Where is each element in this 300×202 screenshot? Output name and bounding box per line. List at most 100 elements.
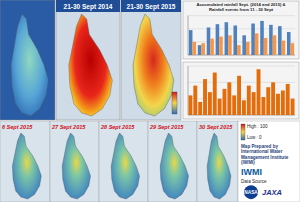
bar (260, 21, 264, 55)
credits: High : 100 Low : 0 Map Prepared byInternat… (238, 121, 300, 202)
data-source: Data Source (241, 179, 267, 184)
infographic: 21-30 Sept 2014 21-30 Sept 2015 Accumulate… (0, 0, 300, 202)
bar (237, 76, 241, 115)
daily-map-panel: 29 Sept 2015 (148, 121, 197, 202)
daily-label: 30 Sept 2015 (199, 124, 233, 130)
bar (251, 24, 255, 55)
text-line: Management Institute (241, 155, 289, 160)
bar (287, 32, 291, 55)
chart-background (183, 1, 299, 59)
bar (281, 91, 285, 116)
map-label: 21-30 Sept 2014 (64, 3, 113, 11)
legend-low: Low : 0 (247, 135, 262, 140)
grid-line (188, 66, 295, 67)
bar (257, 69, 261, 115)
bar (201, 43, 205, 55)
prepared-by: Map Prepared byInternational WaterManage… (241, 144, 289, 165)
bar (237, 45, 241, 55)
bar (242, 100, 246, 115)
chart (183, 62, 299, 119)
map-label: 21-30 Sept 2015 (127, 3, 176, 11)
daily-label: 27 Sept 2015 (51, 124, 86, 130)
daily-label: 28 Sept 2015 (100, 124, 135, 130)
label-band (56, 0, 120, 12)
map-background (148, 121, 197, 202)
map-panel: 21-30 Sept 2014 (56, 0, 120, 120)
daily-map-panel: 6 Sept 2015 (0, 121, 50, 202)
map-background (121, 0, 181, 120)
bar (246, 42, 250, 55)
jaxa-logo: JAXA (262, 188, 282, 197)
bar (247, 86, 251, 115)
bar (192, 42, 196, 55)
bar (269, 25, 273, 55)
legend-swatch (241, 124, 245, 140)
daily-map-panel: 30 Sept 2015 (197, 121, 238, 202)
bar (252, 92, 256, 115)
bar (210, 39, 214, 55)
text-line: International Water (241, 149, 283, 154)
bar (228, 35, 232, 55)
nasa-logo-disc (244, 185, 258, 199)
map-background (50, 121, 99, 202)
bar (232, 95, 236, 115)
text-line: Map Prepared by (241, 144, 278, 149)
daily-map-panel: 28 Sept 2015 (99, 121, 148, 202)
map-background (0, 0, 55, 120)
bar (203, 79, 207, 115)
bars (189, 21, 294, 55)
map-panel (0, 0, 55, 120)
bar (264, 38, 268, 55)
island-map (207, 133, 231, 199)
bar (266, 87, 270, 115)
label-band (121, 0, 181, 12)
map-background (197, 121, 238, 202)
bar (198, 102, 202, 115)
bar (208, 92, 212, 115)
bar (188, 95, 192, 115)
bar (291, 43, 295, 55)
bar (233, 25, 237, 55)
island-map (133, 14, 174, 116)
island-map (62, 133, 90, 199)
bar (213, 73, 217, 115)
y-axis (188, 66, 189, 115)
y-axis (188, 16, 189, 55)
bar (193, 86, 197, 115)
legend-high: High : 100 (247, 124, 268, 129)
island-map (160, 133, 188, 199)
daily-label: 29 Sept 2015 (149, 124, 184, 130)
island-map (69, 14, 113, 116)
text-line: (IWMI) (241, 160, 255, 165)
bar (198, 45, 202, 55)
bar (216, 24, 220, 55)
bar (223, 89, 227, 115)
daily-label: 6 Sept 2015 (2, 124, 33, 130)
credits-background (238, 121, 300, 202)
bar (189, 30, 193, 55)
nasa-logo: NASA (244, 190, 258, 195)
island-map (11, 14, 48, 116)
bar (271, 82, 275, 115)
bar (255, 33, 259, 55)
bar (286, 84, 290, 115)
map-panel: 21-30 Sept 2015 (121, 0, 181, 120)
text-line: Rainfall events from 11 - 30 Sept (209, 7, 274, 12)
bar (225, 22, 229, 55)
bar (261, 97, 265, 115)
map-background (0, 121, 50, 202)
bar (219, 37, 223, 55)
island-map (12, 133, 41, 199)
bar (218, 99, 222, 115)
daily-map-panel: 27 Sept 2015 (50, 121, 99, 202)
chart-background (183, 62, 299, 119)
iwmi-logo: IWMI (241, 167, 262, 177)
bar (278, 26, 282, 55)
bars (188, 69, 294, 115)
chart: Accumulated rainfall Sept. (2014 and 201… (183, 1, 299, 59)
chart-title: Accumulated rainfall Sept. (2014 and 201… (196, 2, 285, 12)
bar (273, 35, 277, 55)
bar (291, 99, 295, 115)
color-swatch (172, 92, 177, 114)
bar (242, 35, 246, 55)
